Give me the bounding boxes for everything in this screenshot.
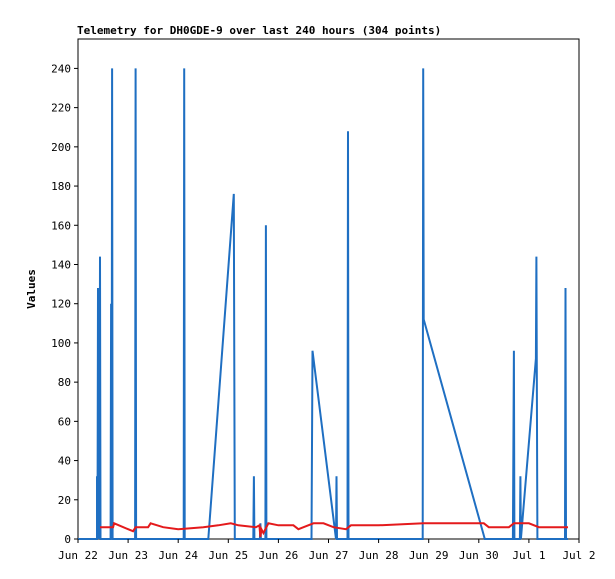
x-tick-label: Jul 1 <box>512 549 545 562</box>
x-tick-label: Jun 30 <box>459 549 499 562</box>
x-tick-label: Jul 2 <box>562 549 595 562</box>
series-line-1 <box>78 68 568 540</box>
y-tick-label: 140 <box>51 258 71 271</box>
x-tick-label: Jun 28 <box>359 549 399 562</box>
x-tick-label: Jun 27 <box>309 549 349 562</box>
y-tick-label: 80 <box>58 376 71 389</box>
y-axis-label: Values <box>25 269 38 309</box>
x-tick-label: Jun 22 <box>58 549 98 562</box>
y-tick-label: 60 <box>58 415 71 428</box>
y-axis: 0 20 40 60 80 100 120 140 160 180 200 220 240 <box>51 62 78 546</box>
x-tick-label: Jun 29 <box>409 549 449 562</box>
x-tick-label: Jun 25 <box>208 549 248 562</box>
chart-title: Telemetry for DH0GDE-9 over last 240 hou… <box>77 24 441 37</box>
x-axis: Jun 22 Jun 23 Jun 24 Jun 25 Jun 26 Jun 27 Jun … <box>58 539 596 562</box>
plot-frame <box>77 38 580 540</box>
x-tick-label: Jun 26 <box>259 549 299 562</box>
y-tick-label: 0 <box>64 533 71 546</box>
y-tick-label: 40 <box>58 455 71 468</box>
y-tick-label: 220 <box>51 102 71 115</box>
series-line-2 <box>100 521 568 538</box>
x-tick-label: Jun 23 <box>108 549 148 562</box>
y-tick-label: 100 <box>51 337 71 350</box>
y-tick-label: 160 <box>51 219 71 232</box>
y-tick-label: 120 <box>51 298 71 311</box>
y-tick-label: 180 <box>51 180 71 193</box>
y-tick-label: 200 <box>51 141 71 154</box>
y-tick-label: 20 <box>58 494 71 507</box>
y-tick-label: 240 <box>51 62 71 75</box>
series-layer <box>78 68 568 540</box>
x-tick-label: Jun 24 <box>158 549 198 562</box>
